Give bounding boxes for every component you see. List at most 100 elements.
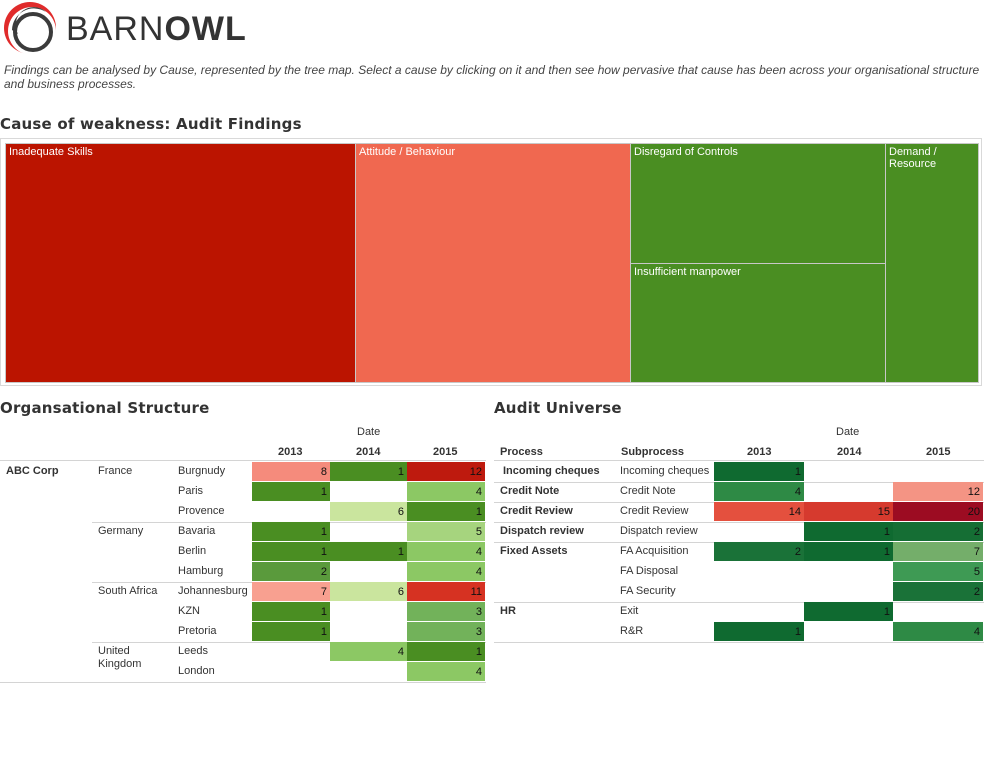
heat-cell[interactable]: 1 xyxy=(252,622,330,642)
audit-heatmap: Date Process Subprocess 2013 2014 2015 Incomin… xyxy=(494,422,984,644)
heat-cell[interactable]: 2 xyxy=(252,562,330,582)
row-label: KZN xyxy=(178,605,200,617)
heat-cell[interactable]: 1 xyxy=(330,462,407,482)
heat-cell[interactable]: 4 xyxy=(714,482,804,502)
heat-cell[interactable]: 4 xyxy=(893,622,983,642)
heat-cell[interactable]: 4 xyxy=(330,642,407,662)
heat-cell[interactable]: 20 xyxy=(893,502,983,522)
heat-cell[interactable]: 1 xyxy=(714,462,804,482)
subprocess-label: Credit Note xyxy=(620,485,676,497)
row-label: Johannesburg xyxy=(178,585,248,597)
heat-cell[interactable]: 1 xyxy=(804,602,893,622)
process-label: Credit Note xyxy=(500,485,560,497)
heat-cell[interactable]: 7 xyxy=(893,542,983,562)
process-label: Incoming cheques xyxy=(503,465,600,477)
process-label: HR xyxy=(500,605,516,617)
company-label: ABC Corp xyxy=(6,465,59,477)
barnowl-logo: BARNOWL xyxy=(2,0,246,56)
org-title: Organsational Structure xyxy=(0,399,210,417)
row-label: Berlin xyxy=(178,545,207,557)
country-label: South Africa xyxy=(98,585,158,597)
tile-insufficient-manpower[interactable]: Insufficient manpower xyxy=(630,263,886,383)
heat-cell[interactable]: 1 xyxy=(252,482,330,502)
heat-cell[interactable]: 7 xyxy=(252,582,330,602)
heat-cell[interactable]: 5 xyxy=(893,562,983,582)
process-label: Dispatch review xyxy=(500,525,584,537)
tile-demand-resource[interactable]: Demand / Resource xyxy=(885,143,979,383)
year-header: 2014 xyxy=(837,446,862,458)
heat-cell[interactable]: 1 xyxy=(252,602,330,622)
subprocess-label: Dispatch review xyxy=(620,525,698,537)
heat-cell[interactable]: 1 xyxy=(330,542,407,562)
audit-title: Audit Universe xyxy=(494,399,622,417)
heat-cell[interactable]: 15 xyxy=(804,502,893,522)
heat-cell[interactable]: 1 xyxy=(714,622,804,642)
process-label: Credit Review xyxy=(500,505,573,517)
subprocess-label: Credit Review xyxy=(620,505,689,517)
heat-cell[interactable]: 4 xyxy=(407,662,485,682)
header-divider xyxy=(0,460,486,461)
row-label: Pretoria xyxy=(178,625,217,637)
heat-cell[interactable]: 8 xyxy=(252,462,330,482)
heat-cell[interactable]: 12 xyxy=(893,482,983,502)
process-header: Process xyxy=(500,446,543,458)
header-divider xyxy=(494,460,984,461)
heat-cell[interactable]: 2 xyxy=(714,542,804,562)
row-label: Paris xyxy=(178,485,204,497)
heat-cell[interactable]: 1 xyxy=(407,642,485,662)
heat-cell[interactable]: 1 xyxy=(804,542,893,562)
subprocess-label: R&R xyxy=(620,625,644,637)
treemap-title: Cause of weakness: Audit Findings xyxy=(0,115,302,133)
heat-cell[interactable]: 4 xyxy=(407,482,485,502)
heat-cell[interactable]: 1 xyxy=(252,522,330,542)
heat-cell[interactable]: 6 xyxy=(330,502,407,522)
tile-disregard-of-controls[interactable]: Disregard of Controls xyxy=(630,143,886,264)
group-divider xyxy=(92,642,486,643)
date-header: Date xyxy=(836,426,860,438)
country-label: United Kingdom xyxy=(98,645,142,670)
year-header: 2013 xyxy=(278,446,303,458)
subprocess-label: FA Acquisition xyxy=(620,545,689,557)
group-divider xyxy=(494,602,984,603)
group-divider xyxy=(0,682,486,683)
subprocess-label: Exit xyxy=(620,605,639,617)
tile-attitude-behaviour[interactable]: Attitude / Behaviour xyxy=(355,143,631,383)
year-header: 2015 xyxy=(433,446,458,458)
group-divider xyxy=(494,522,984,523)
year-header: 2013 xyxy=(747,446,772,458)
subprocess-label: FA Disposal xyxy=(620,565,679,577)
year-header: 2014 xyxy=(356,446,381,458)
subprocess-header: Subprocess xyxy=(621,446,684,458)
heat-cell[interactable]: 1 xyxy=(804,522,893,542)
heat-cell[interactable]: 1 xyxy=(407,502,485,522)
heat-cell[interactable]: 4 xyxy=(407,562,485,582)
heat-cell[interactable]: 11 xyxy=(407,582,485,602)
process-label: Fixed Assets xyxy=(500,545,568,557)
brand-name: BARNOWL xyxy=(66,10,247,48)
group-divider xyxy=(494,642,984,643)
row-label: Leeds xyxy=(178,645,208,657)
row-label: Burgnudy xyxy=(178,465,226,477)
heat-cell[interactable]: 3 xyxy=(407,622,485,642)
row-label: London xyxy=(178,665,215,677)
heat-cell[interactable]: 4 xyxy=(407,542,485,562)
year-header: 2015 xyxy=(926,446,951,458)
tile-inadequate-skills[interactable]: Inadequate Skills xyxy=(5,143,356,383)
owl-logo-icon xyxy=(4,2,56,55)
subprocess-label: Incoming cheques xyxy=(620,465,710,477)
heat-cell[interactable]: 6 xyxy=(330,582,407,602)
heat-cell[interactable]: 3 xyxy=(407,602,485,622)
heat-cell[interactable]: 5 xyxy=(407,522,485,542)
heat-cell[interactable]: 14 xyxy=(714,502,804,522)
heat-cell[interactable]: 2 xyxy=(893,582,983,602)
row-label: Hamburg xyxy=(178,565,224,577)
heat-cell[interactable]: 12 xyxy=(407,462,485,482)
date-header: Date xyxy=(357,426,381,438)
heat-cell[interactable]: 1 xyxy=(252,542,330,562)
heat-cell[interactable]: 2 xyxy=(893,522,983,542)
org-heatmap: Date 2013 2014 2015 ABC Corp France Burgnudy 8 1… xyxy=(0,422,486,684)
country-label: Germany xyxy=(98,525,144,537)
intro-text: Findings can be analysed by Cause, repre… xyxy=(4,63,980,91)
treemap: Inadequate Skills Attitude / Behaviour D… xyxy=(0,138,982,386)
subprocess-label: FA Security xyxy=(620,585,676,597)
